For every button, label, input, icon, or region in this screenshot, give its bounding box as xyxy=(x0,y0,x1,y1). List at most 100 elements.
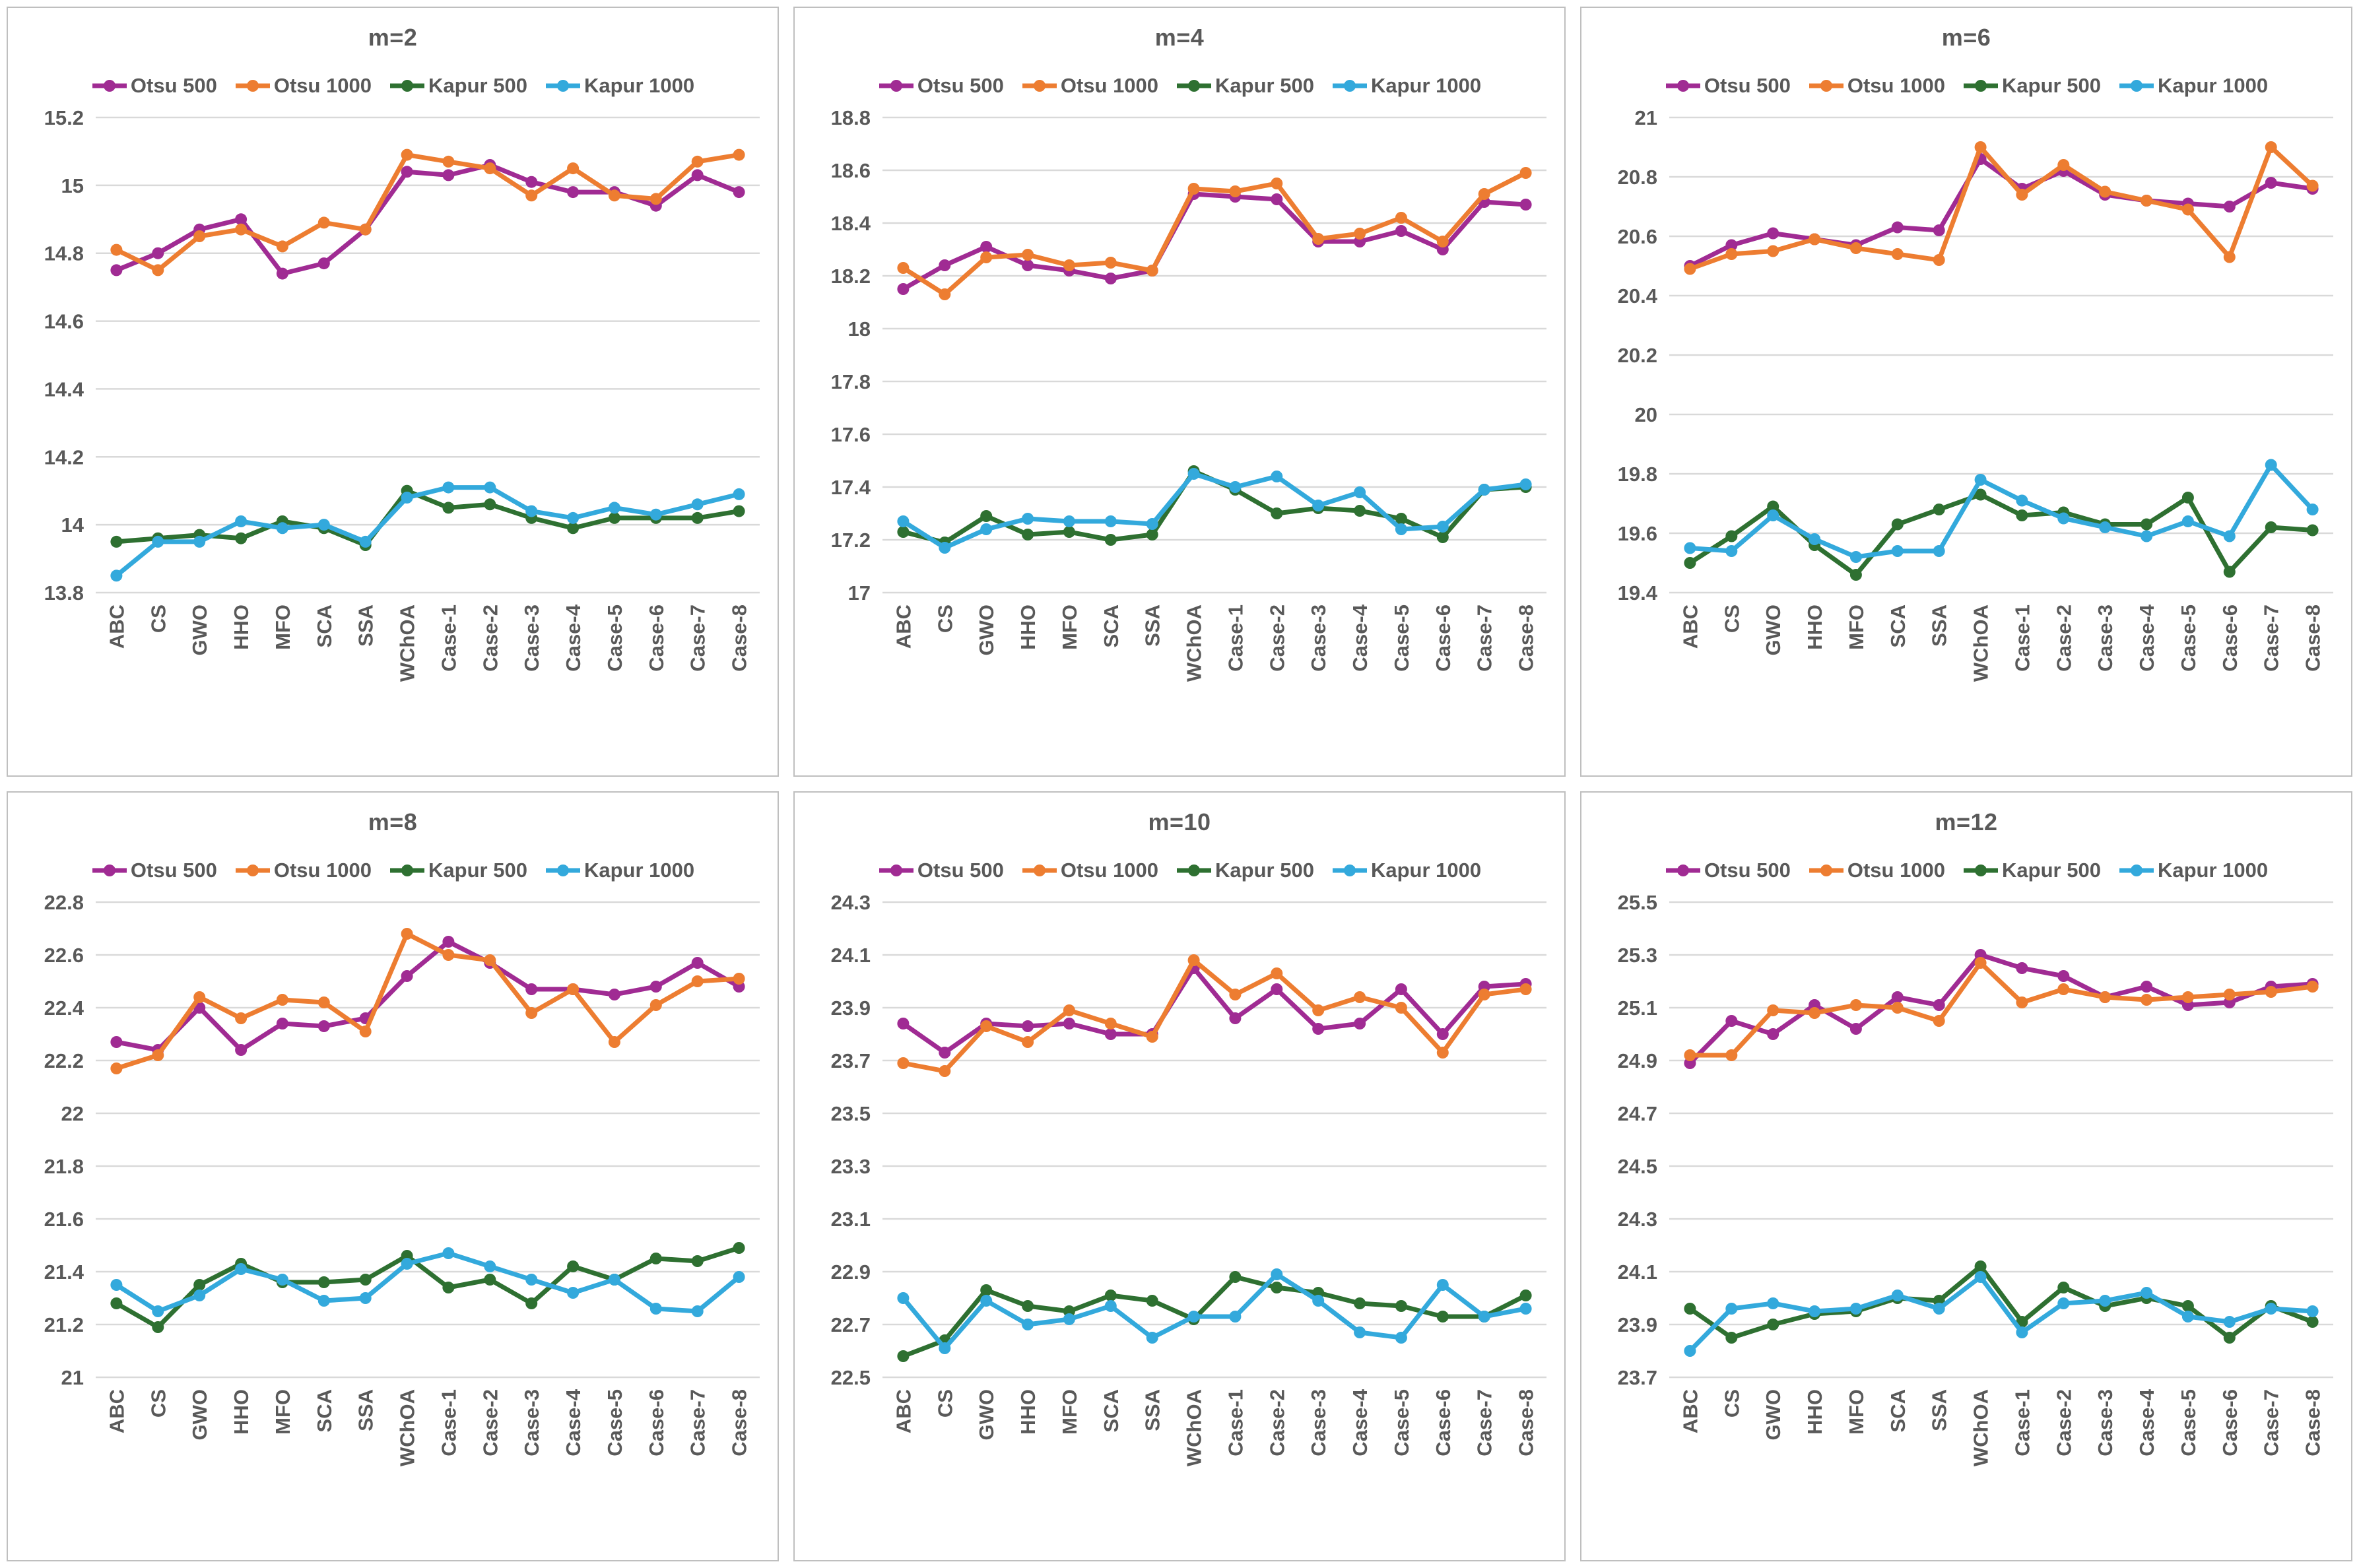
legend-item-otsu-500: Otsu 500 xyxy=(1665,74,1791,98)
chart-legend: Otsu 500 Otsu 1000 Kapur 500 Kapur 1000 xyxy=(91,856,694,885)
legend-label: Otsu 500 xyxy=(130,859,217,882)
legend-item-otsu-500: Otsu 500 xyxy=(91,859,217,882)
svg-text:Case-7: Case-7 xyxy=(1473,604,1496,672)
svg-text:CS: CS xyxy=(1720,1389,1743,1418)
chart-panel-m8: m=8 Otsu 500 Otsu 1000 Kapur 500 Kapur 1000… xyxy=(7,791,779,1561)
svg-text:Case-8: Case-8 xyxy=(2302,1389,2325,1456)
legend-item-kapur-1000: Kapur 1000 xyxy=(545,859,694,882)
svg-text:Case-2: Case-2 xyxy=(479,1389,502,1456)
svg-text:Case-1: Case-1 xyxy=(437,1389,460,1456)
svg-text:Case-1: Case-1 xyxy=(2010,604,2034,672)
legend-label: Otsu 500 xyxy=(917,74,1004,97)
svg-text:18.8: 18.8 xyxy=(831,106,871,129)
svg-text:GWO: GWO xyxy=(975,604,998,656)
svg-text:HHO: HHO xyxy=(1803,1389,1826,1435)
legend-line-marker-icon xyxy=(235,865,270,876)
legend-line-marker-icon xyxy=(235,80,270,92)
svg-text:20: 20 xyxy=(1635,403,1657,426)
svg-text:24.3: 24.3 xyxy=(1618,1208,1657,1231)
chart-plot: 13.8 14 14.2 14.4 14.6 14.8 15 15.2 ABC CS GWO HHO M… xyxy=(44,106,760,682)
chart-legend: Otsu 500 Otsu 1000 Kapur 500 Kapur 1000 xyxy=(1665,71,2268,100)
svg-text:SCA: SCA xyxy=(313,1389,336,1432)
svg-text:Case-8: Case-8 xyxy=(1515,1389,1538,1456)
legend-item-otsu-1000: Otsu 1000 xyxy=(1808,859,1945,882)
svg-text:SCA: SCA xyxy=(1100,604,1123,647)
legend-line-marker-icon xyxy=(879,80,914,92)
svg-text:MFO: MFO xyxy=(1845,604,1868,650)
svg-text:Case-4: Case-4 xyxy=(562,604,585,671)
svg-text:Case-3: Case-3 xyxy=(1307,1389,1330,1456)
chart-legend: Otsu 500 Otsu 1000 Kapur 500 Kapur 1000 xyxy=(91,71,694,100)
svg-text:21: 21 xyxy=(1635,106,1657,129)
svg-text:GWO: GWO xyxy=(975,1389,998,1441)
svg-text:14.8: 14.8 xyxy=(44,242,84,265)
svg-text:HHO: HHO xyxy=(1016,1389,1040,1435)
svg-text:Case-4: Case-4 xyxy=(1348,604,1372,671)
svg-text:14.4: 14.4 xyxy=(44,377,84,401)
chart-title: m=2 xyxy=(368,24,418,51)
legend-item-kapur-1000: Kapur 1000 xyxy=(2118,859,2268,882)
svg-text:Case-4: Case-4 xyxy=(562,1388,585,1456)
svg-text:MFO: MFO xyxy=(271,604,294,650)
svg-text:Case-1: Case-1 xyxy=(1224,604,1247,672)
chart-plot: 17 17.2 17.4 17.6 17.8 18 18.2 18.4 18.6 18.8 ABC C… xyxy=(831,106,1546,682)
svg-text:15.2: 15.2 xyxy=(44,106,84,129)
svg-text:21.4: 21.4 xyxy=(44,1260,84,1284)
svg-text:SSA: SSA xyxy=(354,604,378,647)
legend-item-otsu-1000: Otsu 1000 xyxy=(1021,859,1158,882)
legend-label: Kapur 500 xyxy=(2002,74,2101,97)
svg-text:22: 22 xyxy=(61,1102,84,1125)
svg-text:15: 15 xyxy=(61,174,84,197)
svg-text:WChOA: WChOA xyxy=(396,1389,419,1466)
svg-text:24.5: 24.5 xyxy=(1618,1155,1657,1178)
legend-label: Otsu 1000 xyxy=(1847,74,1946,97)
chart-plot: 21 21.2 21.4 21.6 21.8 22 22.2 22.4 22.6 22.8 ABC C… xyxy=(44,891,760,1466)
svg-text:Case-2: Case-2 xyxy=(479,604,502,672)
chart-plot: 22.5 22.7 22.9 23.1 23.3 23.5 23.7 23.9 24.1 24.3… xyxy=(831,891,1546,1466)
svg-text:17.2: 17.2 xyxy=(831,529,871,552)
legend-line-marker-icon xyxy=(1332,80,1367,92)
svg-text:23.9: 23.9 xyxy=(831,996,871,1020)
svg-text:18.6: 18.6 xyxy=(831,159,871,182)
svg-text:21.6: 21.6 xyxy=(44,1208,84,1231)
chart-title: m=4 xyxy=(1154,24,1205,51)
legend-line-marker-icon xyxy=(92,865,127,876)
svg-text:ABC: ABC xyxy=(892,604,915,649)
svg-text:Case-5: Case-5 xyxy=(603,1389,626,1456)
svg-text:17.8: 17.8 xyxy=(831,370,871,393)
legend-label: Otsu 500 xyxy=(1704,74,1791,97)
chart-panel-m4: m=4 Otsu 500 Otsu 1000 Kapur 500 Kapur 1000… xyxy=(793,7,1566,777)
legend-item-kapur-500: Kapur 500 xyxy=(1176,859,1314,882)
chart-plot: 23.7 23.9 24.1 24.3 24.5 24.7 24.9 25.1 25.3 25.5… xyxy=(1618,891,2333,1466)
chart-legend: Otsu 500 Otsu 1000 Kapur 500 Kapur 1000 xyxy=(878,71,1481,100)
legend-item-kapur-1000: Kapur 1000 xyxy=(2118,74,2268,98)
svg-text:23.7: 23.7 xyxy=(1618,1366,1657,1389)
chart-plot: 19.4 19.6 19.8 20 20.2 20.4 20.6 20.8 21 ABC CS GWO… xyxy=(1618,106,2333,682)
svg-text:MFO: MFO xyxy=(1058,604,1081,650)
svg-text:25.5: 25.5 xyxy=(1618,891,1657,914)
legend-label: Otsu 1000 xyxy=(1060,859,1159,882)
legend-label: Otsu 1000 xyxy=(1847,859,1946,882)
legend-line-marker-icon xyxy=(2119,80,2154,92)
legend-label: Otsu 500 xyxy=(917,859,1004,882)
svg-text:HHO: HHO xyxy=(1016,604,1040,650)
chart-title: m=12 xyxy=(1935,808,1998,835)
legend-line-marker-icon xyxy=(545,80,580,92)
legend-item-kapur-500: Kapur 500 xyxy=(389,74,527,98)
svg-text:SSA: SSA xyxy=(1928,1389,1951,1431)
svg-text:Case-5: Case-5 xyxy=(603,604,626,672)
legend-item-otsu-500: Otsu 500 xyxy=(878,74,1004,98)
svg-text:SCA: SCA xyxy=(1100,1389,1123,1432)
svg-text:HHO: HHO xyxy=(230,1389,253,1435)
svg-text:25.1: 25.1 xyxy=(1618,996,1657,1020)
svg-text:ABC: ABC xyxy=(105,604,128,649)
legend-label: Kapur 500 xyxy=(428,859,527,882)
chart-panel-m6: m=6 Otsu 500 Otsu 1000 Kapur 500 Kapur 1000… xyxy=(1580,7,2352,777)
legend-line-marker-icon xyxy=(1177,865,1212,876)
svg-text:17: 17 xyxy=(848,581,871,604)
legend-line-marker-icon xyxy=(1964,865,1999,876)
svg-text:17.4: 17.4 xyxy=(831,476,871,499)
legend-label: Kapur 500 xyxy=(1215,74,1314,97)
svg-text:14: 14 xyxy=(61,513,84,537)
svg-text:CS: CS xyxy=(933,1389,956,1418)
